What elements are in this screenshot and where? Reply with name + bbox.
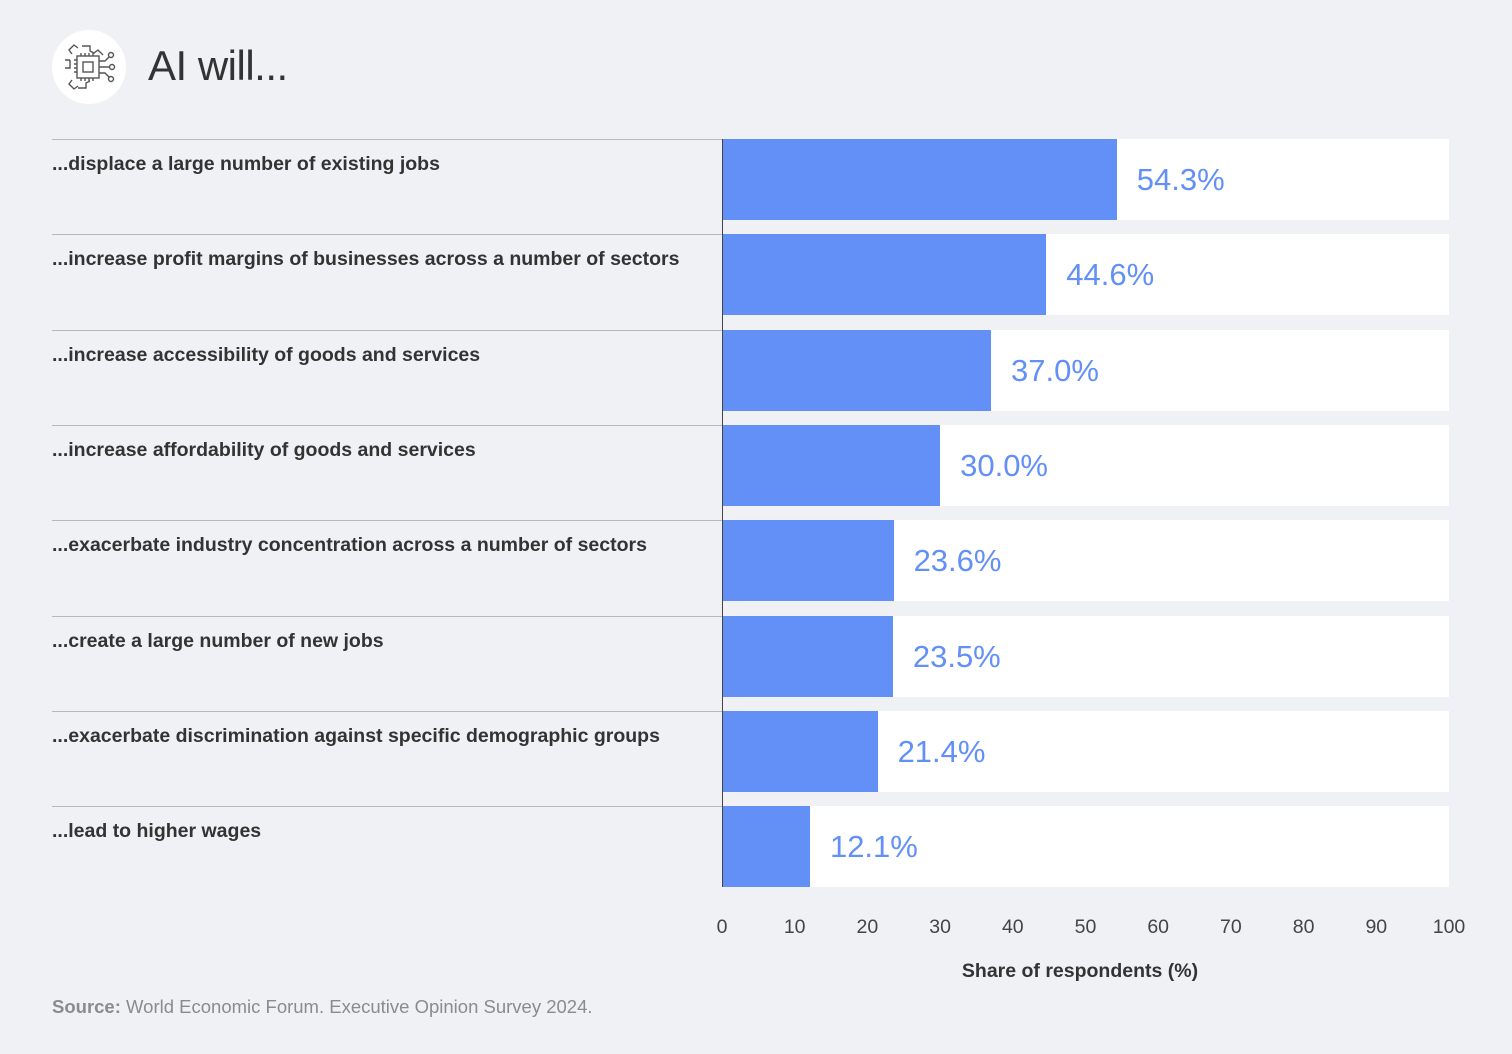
bar [722, 330, 991, 411]
chart-title: AI will... [148, 42, 288, 89]
bar-track [722, 806, 1449, 887]
x-tick-label: 0 [716, 916, 728, 938]
row-separator [52, 520, 722, 521]
x-tick-label: 10 [783, 916, 806, 938]
source-text: World Economic Forum. Executive Opinion … [120, 996, 593, 1017]
row-separator [52, 616, 722, 617]
y-axis-line [722, 139, 723, 887]
x-axis-label: Share of respondents (%) [961, 960, 1199, 982]
x-tick-label: 100 [1432, 916, 1466, 938]
row-separator [52, 425, 722, 426]
x-tick-label: 40 [1001, 916, 1024, 938]
x-tick-label: 90 [1365, 916, 1388, 938]
bar [722, 520, 894, 601]
value-label: 23.5% [912, 639, 1001, 674]
bar [722, 139, 1117, 220]
category-label: ...lead to higher wages [52, 820, 262, 842]
source-note: Source: World Economic Forum. Executive … [52, 996, 593, 1018]
bar [722, 616, 893, 697]
category-label: ...displace a large number of existing j… [52, 153, 440, 175]
bar [722, 234, 1047, 315]
row-separator [52, 711, 722, 712]
value-label: 44.6% [1066, 257, 1155, 292]
value-label: 54.3% [1136, 162, 1225, 197]
source-label: Source: [52, 996, 121, 1017]
row-separator [52, 806, 722, 807]
category-label: ...increase affordability of goods and s… [52, 439, 476, 461]
value-label: 30.0% [960, 448, 1048, 483]
value-label: 23.6% [913, 543, 1002, 578]
value-label: 37.0% [1010, 353, 1099, 388]
category-label: ...increase accessibility of goods and s… [52, 344, 481, 366]
bar [722, 425, 941, 506]
row-separator [52, 139, 722, 140]
x-tick-label: 50 [1074, 916, 1097, 938]
value-label: 21.4% [897, 734, 986, 769]
category-label: ...exacerbate discrimination against spe… [52, 725, 660, 747]
x-tick-label: 60 [1147, 916, 1170, 938]
row-separator [52, 330, 722, 331]
category-label: ...increase profit margins of businesses… [52, 248, 680, 270]
category-label: ...exacerbate industry concentration acr… [52, 534, 647, 556]
x-tick-label: 70 [1220, 916, 1242, 938]
bar [722, 806, 810, 887]
category-label: ...create a large number of new jobs [52, 630, 384, 652]
x-tick-label: 30 [929, 916, 951, 938]
x-tick-label: 20 [856, 916, 879, 938]
value-label: 12.1% [829, 829, 918, 864]
row-separator [52, 234, 722, 235]
x-tick-label: 80 [1292, 916, 1315, 938]
bar [722, 711, 878, 792]
ai-chip-gear-icon [52, 30, 126, 104]
